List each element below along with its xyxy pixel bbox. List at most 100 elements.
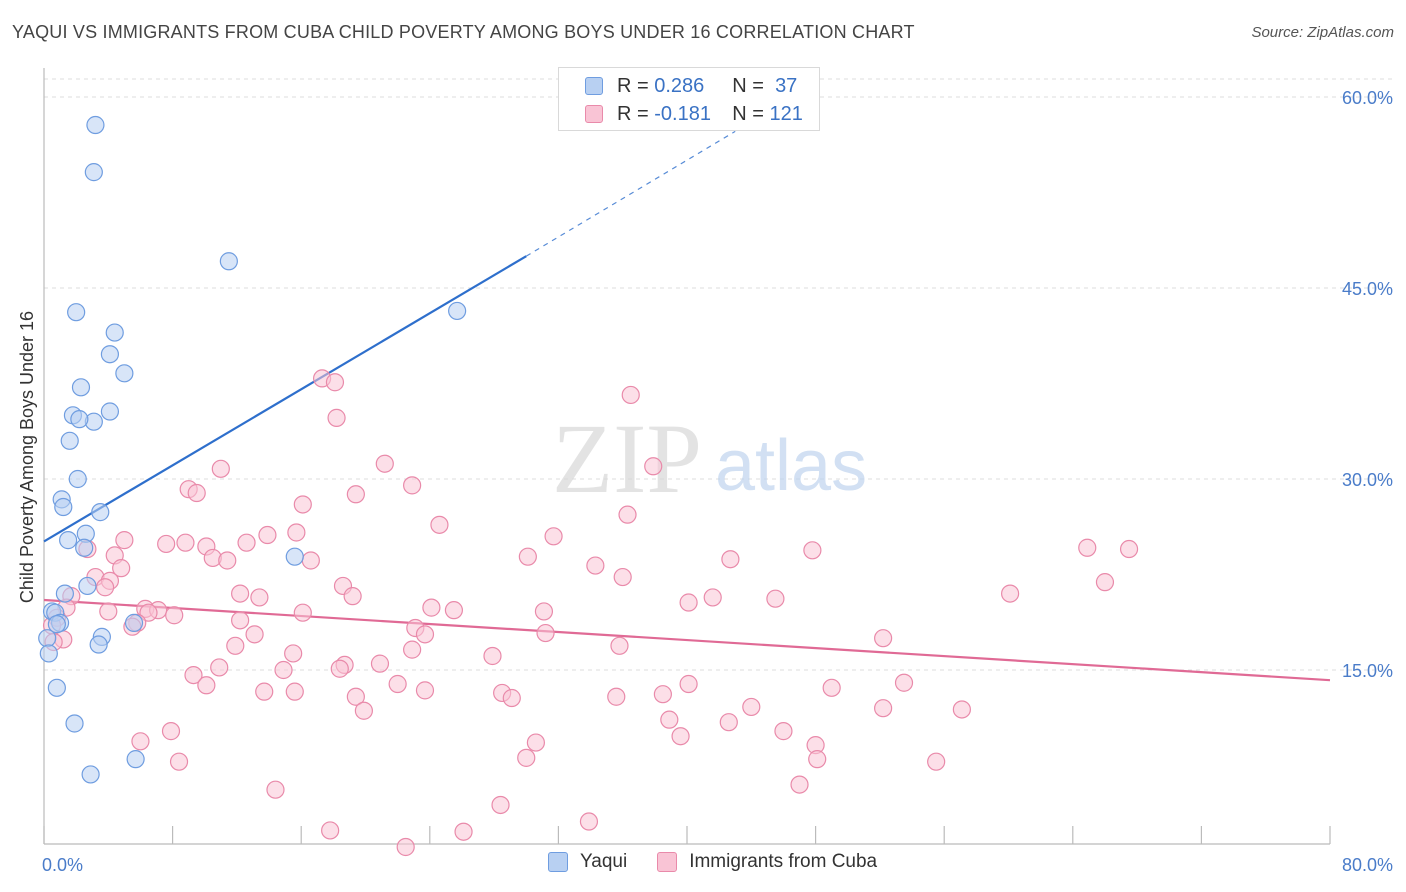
n-value-cuba: 121 bbox=[769, 102, 803, 125]
point-cuba bbox=[157, 534, 176, 554]
point-cuba bbox=[1078, 538, 1097, 557]
point-cuba bbox=[161, 722, 181, 741]
point-cuba bbox=[517, 748, 536, 767]
point-cuba bbox=[231, 584, 250, 603]
legend-item-yaqui[interactable]: Yaqui bbox=[548, 851, 627, 873]
r-value-yaqui: 0.286 bbox=[654, 74, 705, 97]
point-yaqui bbox=[78, 576, 97, 596]
point-cuba bbox=[874, 629, 893, 648]
point-cuba bbox=[422, 598, 441, 617]
n-value-yaqui: 37 bbox=[775, 74, 798, 97]
point-yaqui bbox=[105, 323, 124, 342]
n-label: N = bbox=[732, 102, 764, 125]
point-yaqui bbox=[126, 750, 145, 769]
legend-swatch-yaqui bbox=[585, 77, 603, 95]
point-cuba bbox=[184, 665, 203, 685]
point-cuba bbox=[169, 752, 189, 771]
legend-label-cuba: Immigrants from Cuba bbox=[689, 851, 878, 872]
point-yaqui bbox=[67, 303, 86, 322]
point-cuba bbox=[343, 587, 362, 606]
point-cuba bbox=[285, 682, 304, 701]
point-yaqui bbox=[91, 503, 110, 522]
point-cuba bbox=[95, 578, 115, 597]
point-cuba bbox=[703, 588, 722, 607]
point-cuba bbox=[330, 659, 349, 678]
point-cuba bbox=[258, 525, 277, 545]
point-cuba bbox=[610, 636, 629, 655]
point-yaqui bbox=[59, 531, 78, 550]
stats-legend: R = 0.286 N = 37 R = -0.181 N = 121 bbox=[558, 67, 820, 131]
point-cuba bbox=[176, 533, 195, 552]
point-cuba bbox=[719, 713, 738, 732]
point-yaqui bbox=[70, 410, 89, 429]
point-cuba bbox=[226, 636, 245, 655]
point-cuba bbox=[266, 780, 285, 799]
point-cuba bbox=[483, 646, 502, 666]
point-cuba bbox=[287, 523, 306, 542]
point-cuba bbox=[346, 687, 365, 706]
r-value-cuba: -0.181 bbox=[654, 102, 711, 125]
point-cuba bbox=[766, 589, 785, 608]
point-cuba bbox=[679, 593, 698, 612]
point-cuba bbox=[618, 505, 637, 524]
point-cuba bbox=[245, 625, 264, 644]
point-yaqui bbox=[100, 402, 120, 421]
point-cuba bbox=[653, 685, 672, 704]
point-cuba bbox=[1095, 573, 1115, 592]
point-yaqui bbox=[55, 584, 74, 603]
y-axis-title: Child Poverty Among Boys Under 16 bbox=[17, 311, 37, 603]
point-cuba bbox=[293, 603, 312, 622]
point-cuba bbox=[99, 602, 118, 621]
point-yaqui bbox=[47, 678, 66, 697]
point-cuba bbox=[250, 588, 269, 607]
trend-line-0 bbox=[43, 255, 527, 543]
point-cuba bbox=[231, 611, 250, 630]
point-yaqui bbox=[115, 364, 134, 383]
point-yaqui bbox=[84, 163, 103, 182]
point-cuba bbox=[822, 678, 841, 697]
point-cuba bbox=[284, 644, 303, 663]
y-tick-label: 60.0% bbox=[1342, 88, 1393, 108]
x-tick-label: 0.0% bbox=[42, 855, 83, 875]
point-yaqui bbox=[39, 644, 58, 663]
point-cuba bbox=[237, 533, 256, 552]
point-yaqui bbox=[89, 635, 108, 654]
x-tick-label: 80.0% bbox=[1342, 855, 1393, 875]
trend-lines bbox=[43, 130, 1331, 682]
point-cuba bbox=[526, 733, 545, 752]
trend-extension-0 bbox=[525, 130, 736, 257]
point-yaqui bbox=[124, 613, 144, 632]
point-cuba bbox=[396, 837, 415, 857]
point-cuba bbox=[415, 681, 435, 700]
point-cuba bbox=[803, 541, 822, 560]
point-cuba bbox=[375, 454, 394, 473]
point-yaqui bbox=[75, 538, 94, 557]
point-yaqui bbox=[285, 547, 304, 566]
point-cuba bbox=[579, 812, 599, 831]
point-cuba bbox=[518, 547, 537, 566]
point-cuba bbox=[139, 603, 158, 622]
point-yaqui bbox=[65, 714, 84, 733]
point-cuba bbox=[210, 658, 229, 677]
point-yaqui bbox=[219, 252, 238, 271]
watermark-zip: ZIP bbox=[552, 403, 702, 514]
point-cuba bbox=[444, 601, 464, 620]
tick-labels: 15.0% 30.0% 45.0% 60.0% 0.0% 80.0% bbox=[42, 88, 1393, 875]
point-cuba bbox=[742, 697, 761, 717]
point-cuba bbox=[454, 822, 473, 841]
point-cuba bbox=[354, 701, 373, 720]
point-yaqui bbox=[47, 615, 66, 634]
point-cuba bbox=[621, 385, 640, 405]
point-cuba bbox=[115, 531, 134, 550]
point-cuba bbox=[1001, 584, 1020, 603]
point-cuba bbox=[607, 687, 626, 706]
data-points bbox=[38, 115, 1139, 857]
legend-item-cuba[interactable]: Immigrants from Cuba bbox=[657, 851, 877, 873]
point-cuba bbox=[660, 710, 679, 729]
point-cuba bbox=[894, 673, 914, 692]
point-cuba bbox=[403, 640, 422, 659]
source-label: Source: ZipAtlas.com bbox=[1251, 24, 1394, 41]
point-cuba bbox=[327, 408, 346, 427]
trend-line-1 bbox=[43, 598, 1331, 682]
